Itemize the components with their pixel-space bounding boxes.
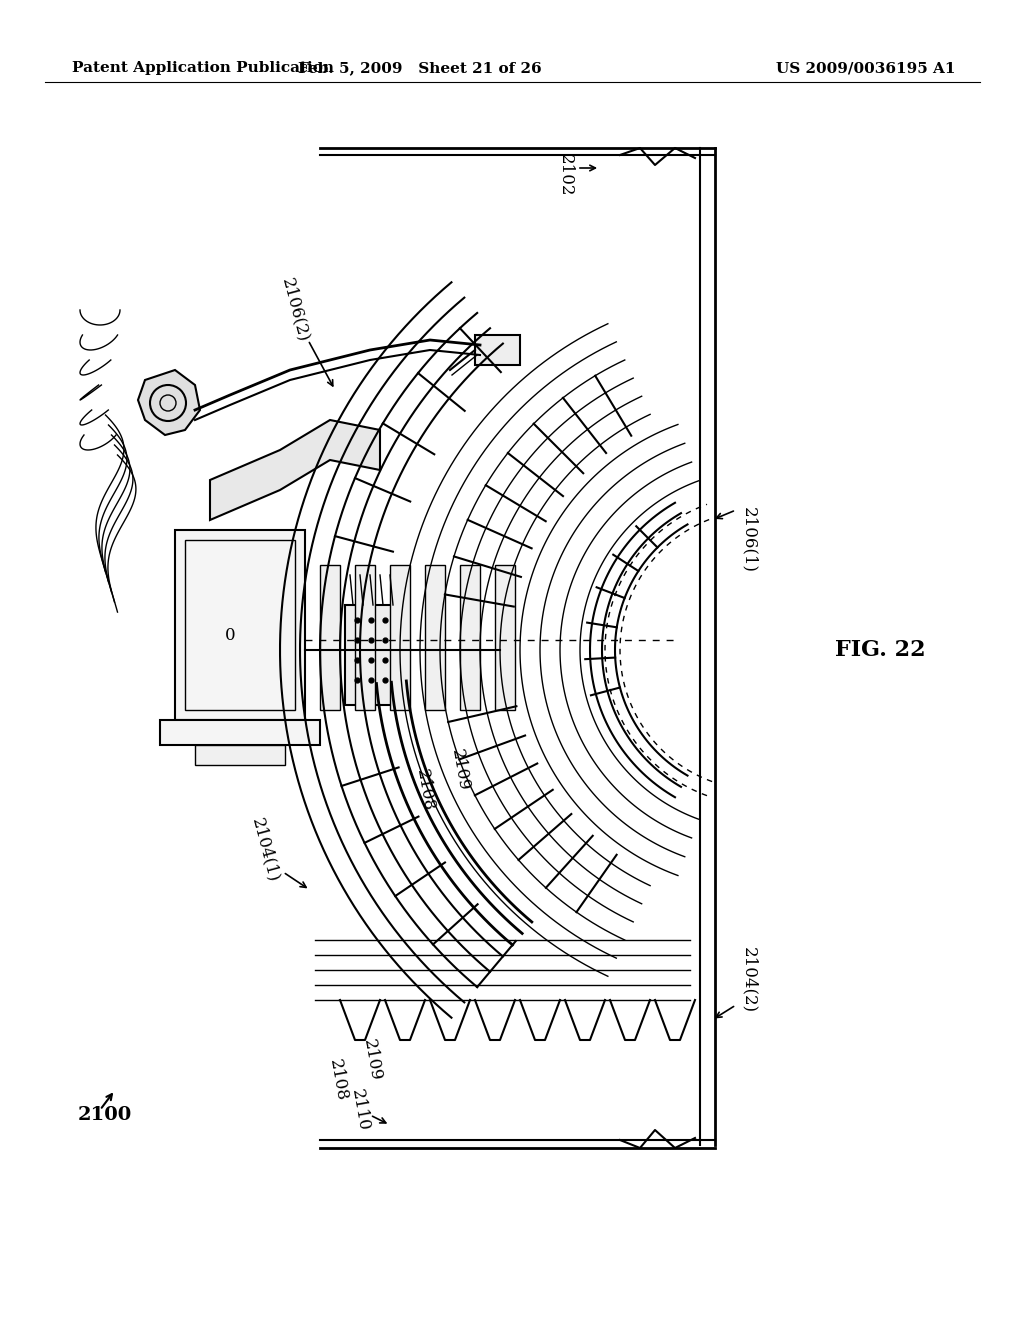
Text: 2106(2): 2106(2) [279,276,311,345]
Text: 2104(1): 2104(1) [248,816,282,884]
Text: 2108: 2108 [326,1057,350,1102]
Text: 2109: 2109 [447,747,472,792]
Bar [345,605,406,705]
Text: FIG. 22: FIG. 22 [835,639,926,661]
Bar [185,540,295,710]
Bar [460,565,480,710]
Text: 2102: 2102 [556,153,573,197]
Bar [495,565,515,710]
Text: 2104(2): 2104(2) [740,946,757,1012]
Text: Patent Application Publication: Patent Application Publication [72,61,334,75]
Bar [475,335,520,366]
Text: 2109: 2109 [360,1038,384,1082]
Bar [355,565,375,710]
Text: 2106(1): 2106(1) [740,507,757,573]
Bar [425,565,445,710]
Bar [175,531,305,719]
Polygon shape [138,370,200,436]
Bar [319,565,340,710]
Text: 0: 0 [224,627,236,644]
Text: 2110: 2110 [348,1088,372,1133]
Bar [390,565,410,710]
Bar [160,719,319,744]
Text: 2108: 2108 [413,768,437,812]
Text: US 2009/0036195 A1: US 2009/0036195 A1 [775,61,955,75]
Text: 2100: 2100 [78,1106,132,1125]
Bar [195,744,285,766]
Polygon shape [210,420,380,520]
Text: Feb. 5, 2009   Sheet 21 of 26: Feb. 5, 2009 Sheet 21 of 26 [298,61,542,75]
